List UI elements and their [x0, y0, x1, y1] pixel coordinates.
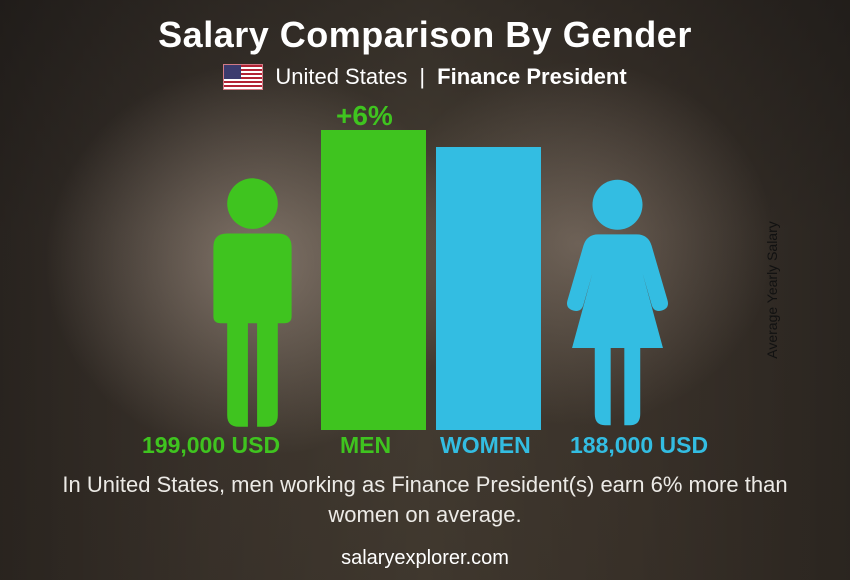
labels-row: 199,000 USD MEN WOMEN 188,000 USD	[0, 432, 850, 464]
comparison-chart: +6%	[0, 100, 850, 430]
footer-source: salaryexplorer.com	[0, 547, 850, 570]
bar-women	[436, 147, 541, 430]
women-label: WOMEN	[440, 432, 531, 459]
delta-label: +6%	[336, 100, 393, 132]
y-axis-label: Average Yearly Salary	[763, 221, 779, 359]
subtitle-row: United States | Finance President	[0, 64, 850, 90]
women-value-label: 188,000 USD	[570, 432, 708, 459]
female-icon	[555, 175, 680, 430]
page-title: Salary Comparison By Gender	[0, 0, 850, 56]
job-title: Finance President	[437, 64, 627, 90]
men-label: MEN	[340, 432, 391, 459]
separator: |	[419, 64, 425, 90]
country-label: United States	[275, 64, 407, 90]
us-flag-icon	[223, 64, 263, 90]
men-value-label: 199,000 USD	[142, 432, 280, 459]
summary-text: In United States, men working as Finance…	[60, 470, 790, 529]
male-icon	[195, 175, 310, 430]
bar-men	[321, 130, 426, 430]
